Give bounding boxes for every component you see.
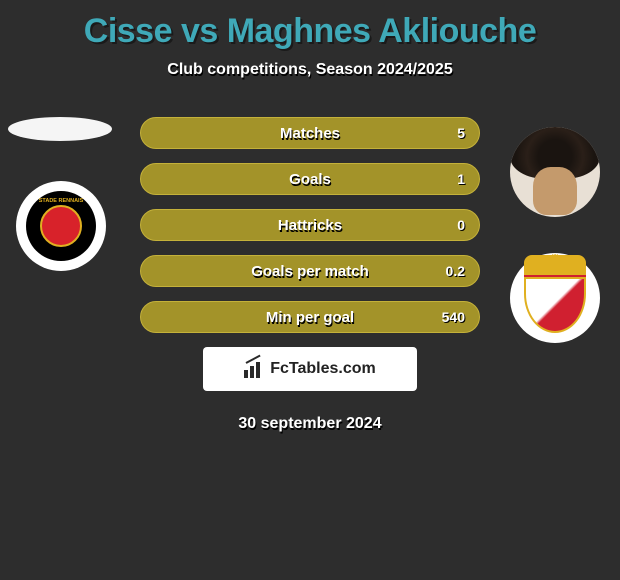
- date-label: 30 september 2024: [0, 415, 620, 433]
- brand-link[interactable]: FcTables.com: [203, 347, 417, 391]
- stat-row: Hattricks 0: [140, 209, 480, 241]
- club-badge-rennes: [16, 181, 106, 271]
- monaco-icon: ♛ AS MONACO: [524, 261, 586, 335]
- brand-text: FcTables.com: [270, 360, 376, 378]
- stat-label: Hattricks: [278, 217, 342, 234]
- player-left-column: [8, 117, 112, 271]
- rennes-icon: [26, 191, 96, 261]
- stat-label: Matches: [280, 125, 340, 142]
- stat-right-value: 0: [435, 217, 465, 233]
- stat-row: Goals per match 0.2: [140, 255, 480, 287]
- chart-bars-icon: [244, 360, 264, 378]
- content-area: ♛ AS MONACO Matches 5 Goals 1 Hattricks: [0, 117, 620, 433]
- stat-row: Goals 1: [140, 163, 480, 195]
- shield-body: [524, 277, 586, 333]
- player-right-portrait: [510, 127, 600, 217]
- stat-right-value: 1: [435, 171, 465, 187]
- shield-top: [524, 255, 586, 277]
- stat-row: Matches 5: [140, 117, 480, 149]
- stat-label: Goals: [289, 171, 331, 188]
- player-right-column: ♛ AS MONACO: [510, 127, 600, 343]
- club-badge-monaco: ♛ AS MONACO: [510, 253, 600, 343]
- stat-label: Min per goal: [266, 309, 354, 326]
- comparison-card: Cisse vs Maghnes Akliouche Club competit…: [0, 0, 620, 433]
- page-title: Cisse vs Maghnes Akliouche: [0, 12, 620, 51]
- subtitle: Club competitions, Season 2024/2025: [0, 61, 620, 79]
- player-left-portrait: [8, 117, 112, 141]
- stat-row: Min per goal 540: [140, 301, 480, 333]
- portrait-face: [533, 167, 577, 215]
- stats-list: Matches 5 Goals 1 Hattricks 0 Goals per …: [140, 117, 480, 333]
- stat-right-value: 540: [435, 309, 465, 325]
- stat-label: Goals per match: [251, 263, 369, 280]
- stat-right-value: 5: [435, 125, 465, 141]
- stat-right-value: 0.2: [435, 263, 465, 279]
